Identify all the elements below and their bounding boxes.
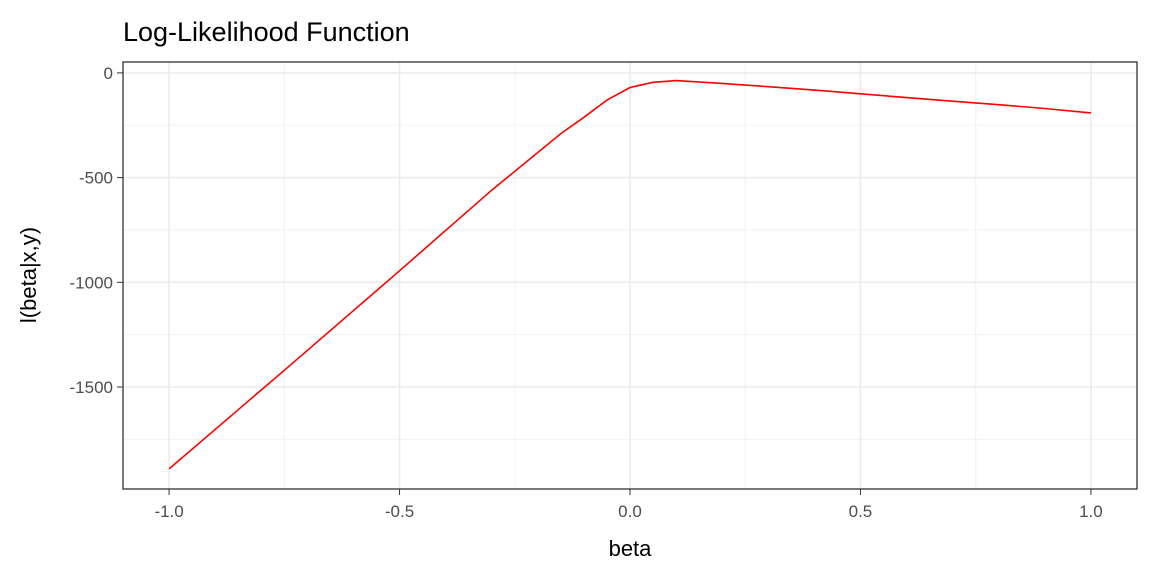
x-axis-label: beta <box>609 536 653 561</box>
x-tick-label: -1.0 <box>154 502 183 521</box>
x-axis: -1.0 -0.5 0.0 0.5 1.0 <box>154 489 1103 521</box>
series-line <box>168 79 1091 470</box>
grid <box>123 62 1137 489</box>
y-tick-label: -1000 <box>70 273 113 292</box>
y-tick-label: 0 <box>104 64 113 83</box>
x-tick-label: 0.0 <box>618 502 642 521</box>
y-tick-label: -500 <box>79 169 113 188</box>
y-axis-label: l(beta|x,y) <box>16 227 41 323</box>
chart-title: Log-Likelihood Function <box>123 17 410 47</box>
y-tick-label: -1500 <box>70 378 113 397</box>
x-tick-label: 1.0 <box>1079 502 1103 521</box>
x-tick-label: -0.5 <box>385 502 414 521</box>
x-tick-label: 0.5 <box>849 502 873 521</box>
y-axis: 0 -500 -1000 -1500 <box>70 64 123 397</box>
